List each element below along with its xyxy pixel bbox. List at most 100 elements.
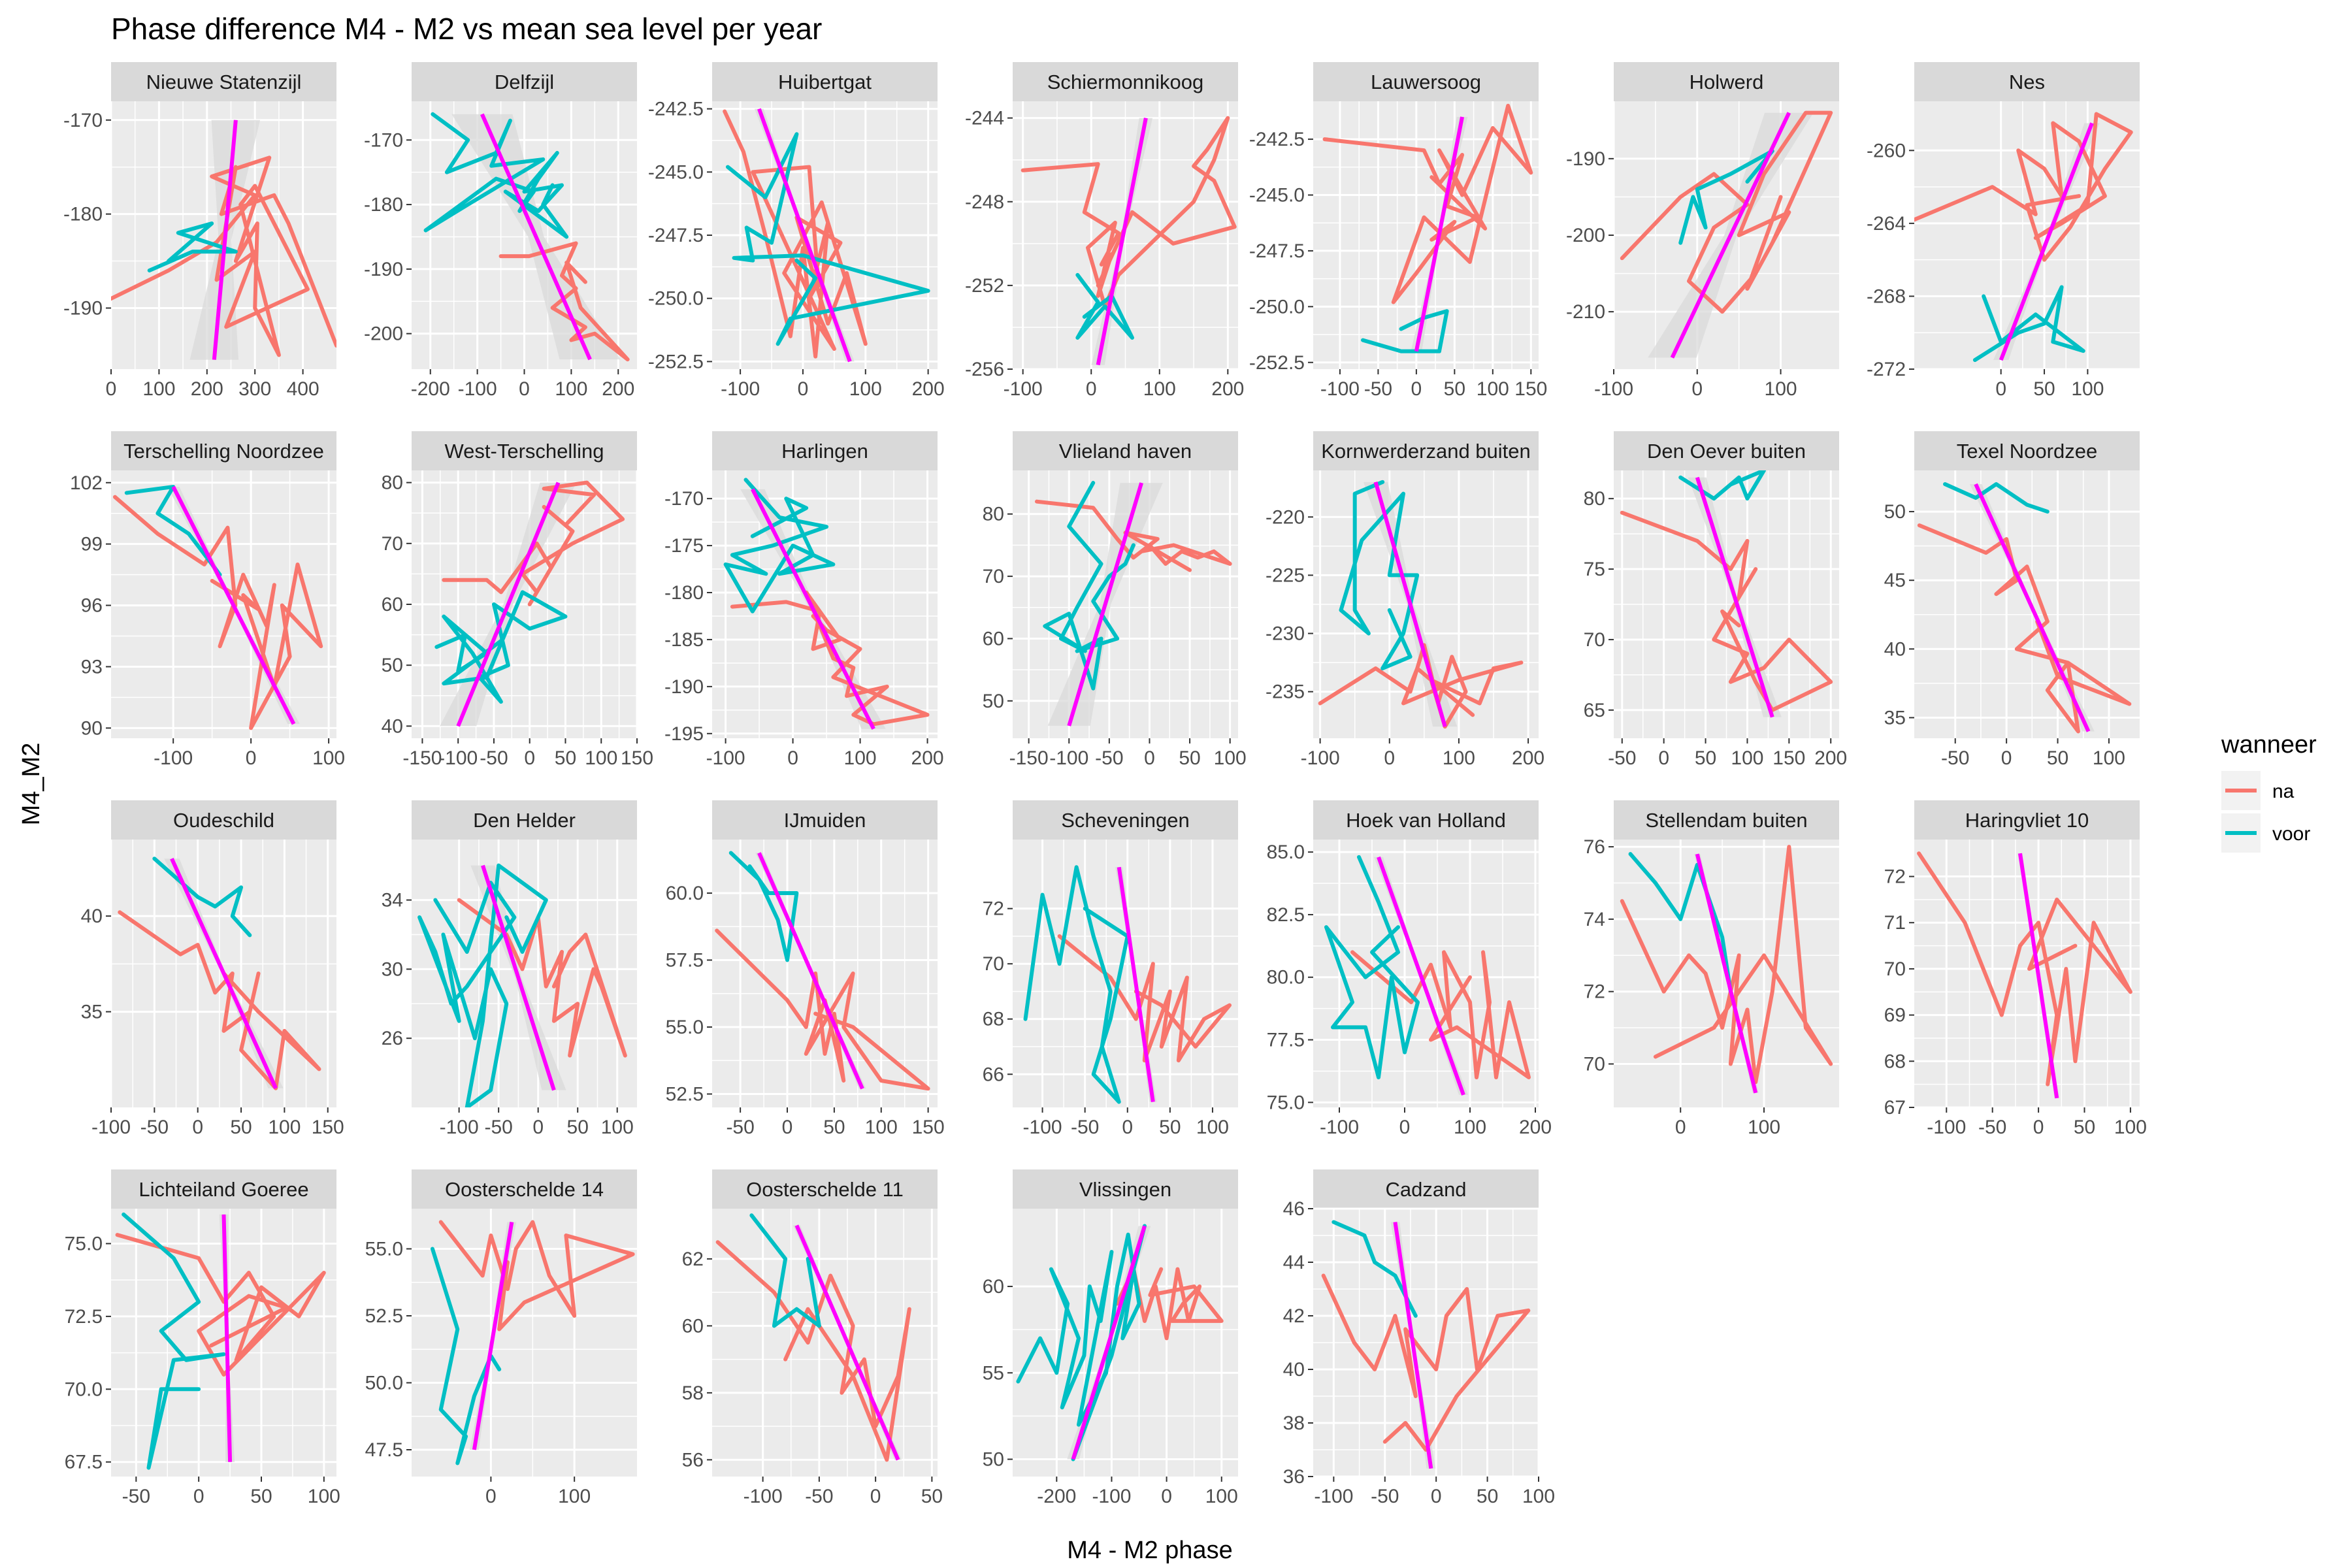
y-tick-label: 55.0: [666, 1017, 704, 1038]
panel-data: [715, 851, 930, 1091]
y-tick-label: -256: [965, 359, 1004, 380]
panel-strip-title: Oosterschelde 11: [746, 1178, 904, 1201]
panel-data: [430, 1220, 635, 1465]
x-tick-label: -50: [1095, 747, 1123, 769]
y-tick-label: 72: [1884, 866, 1906, 888]
panel-grid: [111, 1209, 336, 1477]
y-tick-label: 72: [1584, 981, 1605, 1003]
panel-strip-title: Den Oever buiten: [1647, 440, 1806, 463]
panel-strip-title: Hoek van Holland: [1346, 809, 1506, 832]
series-line-voor: [423, 112, 569, 239]
y-tick-label: 57.5: [666, 950, 704, 972]
y-tick-label: 55: [983, 1362, 1004, 1384]
panel-data: [715, 1213, 911, 1462]
y-tick-label: 30: [382, 958, 403, 980]
panel-strip-title: Schiermonnikoog: [1047, 71, 1204, 93]
panel-grid: [1313, 1207, 1540, 1478]
panel-axes: -50 0 50 100 35 40 45 50: [1884, 501, 2125, 769]
x-tick-label: 0: [519, 378, 530, 400]
panel-texel-noordzee: Texel Noordzee -50 0 50 100 35 40 45 50: [1884, 431, 2140, 769]
x-tick-label: 150: [621, 747, 653, 769]
panel-grid: [110, 840, 336, 1107]
x-tick-label: 100: [1143, 378, 1176, 400]
y-tick-label: 77.5: [1267, 1030, 1305, 1051]
x-tick-label: 0: [870, 1486, 881, 1507]
y-tick-label: 52.5: [365, 1305, 403, 1327]
x-tick-label: 0: [1161, 1486, 1172, 1507]
y-tick-label: 76: [1584, 836, 1605, 858]
panel-axes: -100 0 100 200 -244 -248 -252 -256: [965, 108, 1244, 400]
series-line-na: [438, 1220, 635, 1331]
y-tick-label: 52.5: [666, 1084, 704, 1105]
y-tick-label: 38: [1283, 1413, 1305, 1434]
panel-data: [1917, 851, 2132, 1099]
panel-strip: [111, 431, 336, 470]
x-tick-label: -100: [1320, 378, 1360, 400]
panel-strip: [111, 1169, 336, 1209]
series-line-voor: [152, 857, 252, 938]
x-tick-label: 100: [1214, 747, 1247, 769]
y-tick-label: -252.5: [648, 351, 704, 372]
series-line-voor: [417, 863, 548, 1107]
y-tick-label: -200: [1566, 225, 1605, 246]
x-tick-label: 50: [2074, 1117, 2095, 1138]
trend-line: [1999, 122, 2094, 361]
x-tick-label: 0: [192, 1117, 203, 1138]
y-tick-label: -245.0: [1249, 185, 1305, 206]
series-line-voor: [725, 132, 930, 346]
y-tick-label: -242.5: [648, 99, 704, 120]
x-tick-label: 50: [555, 747, 576, 769]
x-tick-label: 0: [2033, 1117, 2044, 1138]
y-tick-label: 47.5: [365, 1439, 403, 1461]
y-tick-label: -170: [664, 488, 704, 510]
series-line-na: [1322, 103, 1533, 304]
panel-oudeschild: Oudeschild -100 -50 0 50 100 150 35 40: [81, 800, 344, 1138]
x-tick-label: -50: [1371, 1486, 1399, 1507]
y-tick-label: 67: [1884, 1097, 1906, 1119]
panel-strip: [712, 431, 938, 470]
series-line-voor: [124, 485, 222, 577]
trend-line: [1067, 482, 1144, 727]
panel-axes: -200 -100 0 100 200 -170 -180 -190 -200: [364, 129, 634, 400]
series-line-na: [1350, 950, 1531, 1080]
y-axis-label: M4_M2: [18, 743, 45, 826]
panel-data: [1322, 103, 1533, 353]
panel-axes: 0 100 200 300 400 -170 -180 -190: [63, 110, 319, 400]
x-tick-label: -100: [1004, 378, 1043, 400]
trend-line: [2017, 853, 2059, 1099]
series-line-na: [115, 1233, 326, 1377]
y-tick-label: 35: [81, 1002, 103, 1023]
y-tick-label: 34: [382, 890, 403, 911]
trend-line: [1117, 866, 1155, 1102]
panel-den-helder: Den Helder -100 -50 0 50 100 26 30 34: [382, 800, 637, 1138]
trend-line: [1096, 118, 1148, 366]
trend-line: [221, 1214, 233, 1462]
panel-axes: -100 0 100 200 75.0 77.5 80.0 82.5 85.0: [1267, 841, 1552, 1138]
x-tick-label: -100: [154, 747, 193, 769]
panel-strip: [1313, 62, 1539, 101]
x-tick-label: -100: [743, 1486, 783, 1507]
x-tick-label: -100: [706, 747, 745, 769]
panel-terschelling-noordzee: Terschelling Noordzee -100 0 100 90 93 96 99 102: [70, 431, 345, 769]
panel-grid: [1013, 470, 1238, 738]
panel-background: [1013, 840, 1238, 1107]
y-tick-label: 40: [1283, 1359, 1305, 1380]
panel-strip: [1313, 1169, 1539, 1209]
panel-axes: -50 0 50 100 67.5 70.0 72.5 75.0: [65, 1233, 340, 1507]
y-tick-label: -260: [1867, 140, 1906, 161]
x-tick-label: 0: [106, 378, 117, 400]
panel-strip: [1614, 431, 1839, 470]
x-tick-label: 100: [585, 747, 617, 769]
panel-ijmuiden: IJmuiden -50 0 50 100 150 52.5 55.0 57.5 60.0: [666, 800, 945, 1138]
y-tick-label: -252: [965, 275, 1004, 297]
series-line-voor: [1339, 480, 1420, 671]
panel-oosterschelde-11: Oosterschelde 11 -100 -50 0 50 56 58 60 62: [682, 1169, 943, 1507]
panel-strip-title: Terschelling Noordzee: [123, 440, 324, 463]
trend-line: [212, 120, 238, 360]
panel-strip-title: Texel Noordzee: [1957, 440, 2097, 463]
chart-title: Phase difference M4 - M2 vs mean sea lev…: [111, 12, 822, 46]
panel-grid: [1614, 840, 1839, 1107]
x-tick-label: 50: [1477, 1486, 1498, 1507]
panel-axes: -100 -50 0 50 100 150 -242.5 -245.0 -247.5 -250.0…: [1249, 129, 1547, 400]
panel-data: [723, 478, 930, 730]
